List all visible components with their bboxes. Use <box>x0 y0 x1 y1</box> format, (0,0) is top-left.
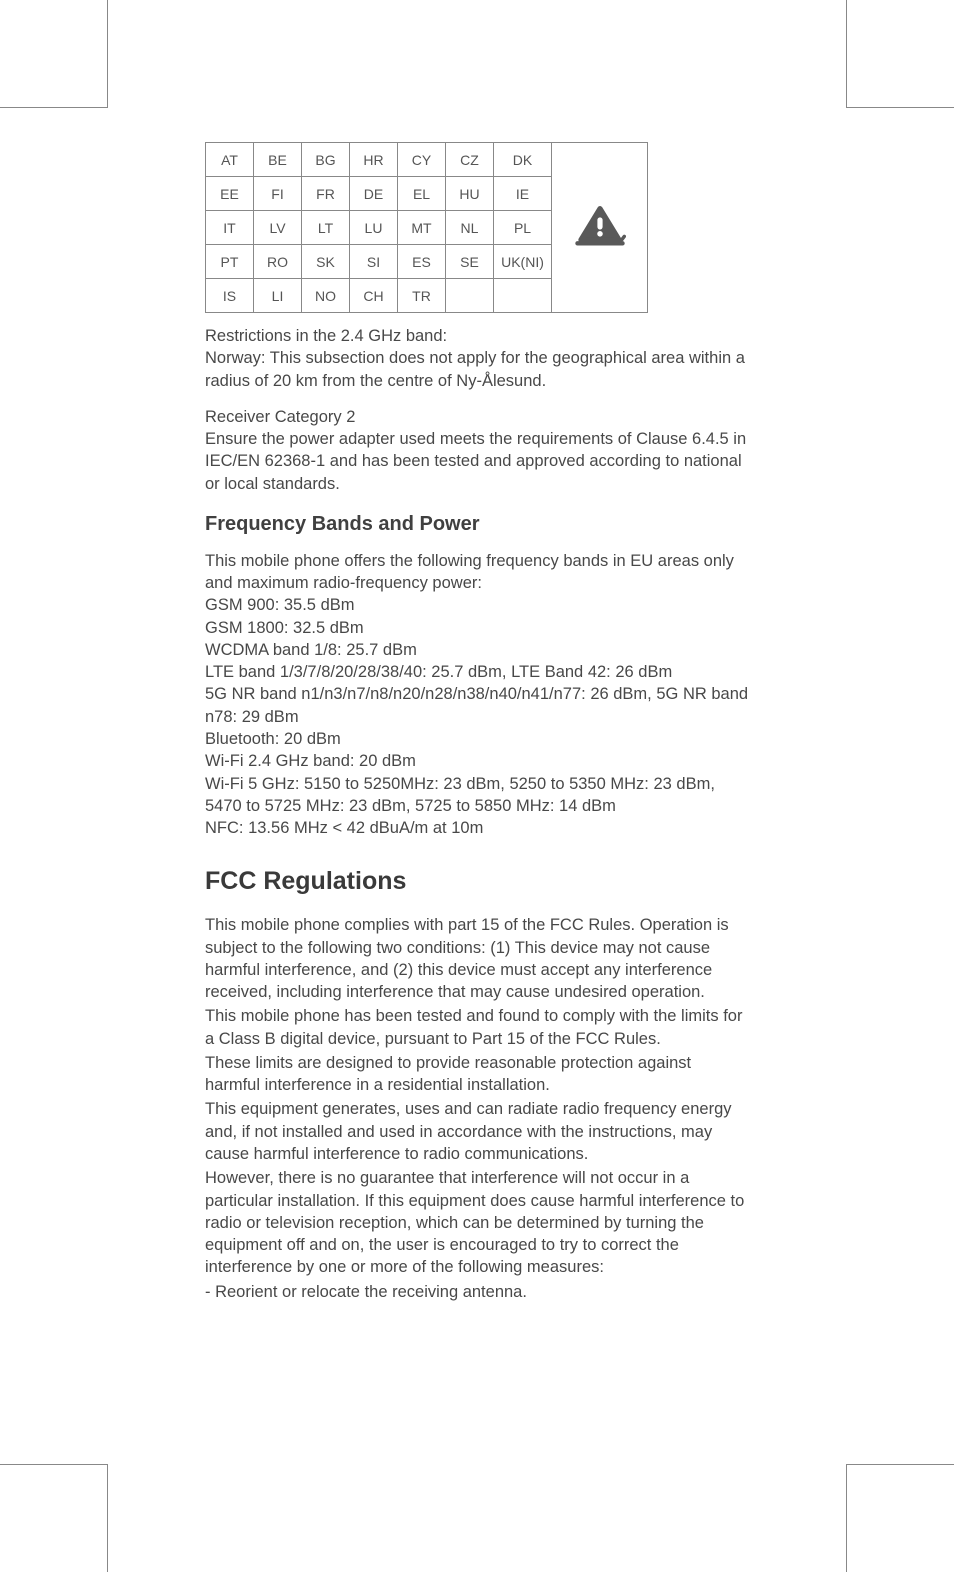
country-cell: HR <box>350 143 398 177</box>
country-cell: MT <box>398 211 446 245</box>
country-cell: PT <box>206 245 254 279</box>
freq-line: Wi-Fi 2.4 GHz band: 20 dBm <box>205 752 416 770</box>
crop-mark-bottom-left <box>0 1464 108 1572</box>
country-cell: LV <box>254 211 302 245</box>
fcc-paragraph: This mobile phone has been tested and fo… <box>205 1005 750 1050</box>
country-cell: RO <box>254 245 302 279</box>
fcc-paragraph: However, there is no guarantee that inte… <box>205 1167 750 1278</box>
freq-line: WCDMA band 1/8: 25.7 dBm <box>205 641 417 659</box>
country-cell: SK <box>302 245 350 279</box>
country-cell: SE <box>446 245 494 279</box>
freq-line: NFC: 13.56 MHz < 42 dBuA/m at 10m <box>205 819 483 837</box>
crop-mark-top-right <box>846 0 954 108</box>
country-cell: DE <box>350 177 398 211</box>
frequency-heading: Frequency Bands and Power <box>205 513 750 536</box>
table-row: AT BE BG HR CY CZ DK <box>206 143 648 177</box>
restrictions-paragraph: Restrictions in the 2.4 GHz band: Norway… <box>205 325 750 392</box>
country-cell <box>446 279 494 313</box>
crop-mark-bottom-right <box>846 1464 954 1572</box>
freq-line: LTE band 1/3/7/8/20/28/38/40: 25.7 dBm, … <box>205 663 672 681</box>
freq-line: Bluetooth: 20 dBm <box>205 730 341 748</box>
freq-line: GSM 900: 35.5 dBm <box>205 596 355 614</box>
country-cell: IT <box>206 211 254 245</box>
restrictions-heading: Restrictions in the 2.4 GHz band: <box>205 327 447 345</box>
country-cell: BG <box>302 143 350 177</box>
country-cell: CZ <box>446 143 494 177</box>
frequency-block: This mobile phone offers the following f… <box>205 550 750 839</box>
country-cell: LU <box>350 211 398 245</box>
freq-line: 5G NR band n1/n3/n7/n8/n20/n28/n38/n40/n… <box>205 685 748 725</box>
fcc-heading: FCC Regulations <box>205 867 750 896</box>
receiver-text: Ensure the power adapter used meets the … <box>205 430 746 493</box>
country-cell: ES <box>398 245 446 279</box>
country-cell <box>494 279 552 313</box>
country-cell: CY <box>398 143 446 177</box>
country-cell: IE <box>494 177 552 211</box>
country-cell: NL <box>446 211 494 245</box>
country-cell: DK <box>494 143 552 177</box>
restrictions-norway-text: Norway: This subsection does not apply f… <box>205 349 745 389</box>
country-cell: HU <box>446 177 494 211</box>
country-cell: CH <box>350 279 398 313</box>
country-cell: LI <box>254 279 302 313</box>
country-cell: NO <box>302 279 350 313</box>
country-cell: TR <box>398 279 446 313</box>
warning-icon <box>574 205 626 247</box>
fcc-paragraph: This equipment generates, uses and can r… <box>205 1098 750 1165</box>
country-cell: FI <box>254 177 302 211</box>
freq-line: GSM 1800: 32.5 dBm <box>205 619 364 637</box>
country-cell: LT <box>302 211 350 245</box>
fcc-paragraph: These limits are designed to provide rea… <box>205 1052 750 1097</box>
crop-mark-top-left <box>0 0 108 108</box>
fcc-bullet: - Reorient or relocate the receiving ant… <box>205 1281 750 1303</box>
country-cell: EL <box>398 177 446 211</box>
receiver-paragraph: Receiver Category 2 Ensure the power ada… <box>205 406 750 495</box>
country-cell: EE <box>206 177 254 211</box>
country-cell: IS <box>206 279 254 313</box>
fcc-paragraph: This mobile phone complies with part 15 … <box>205 914 750 1003</box>
country-cell: SI <box>350 245 398 279</box>
country-cell: UK(NI) <box>494 245 552 279</box>
receiver-heading: Receiver Category 2 <box>205 408 355 426</box>
freq-intro: This mobile phone offers the following f… <box>205 552 734 592</box>
country-cell: PL <box>494 211 552 245</box>
freq-line: Wi-Fi 5 GHz: 5150 to 5250MHz: 23 dBm, 52… <box>205 775 715 815</box>
country-cell: BE <box>254 143 302 177</box>
country-table-container: AT BE BG HR CY CZ DK EE <box>205 142 750 313</box>
page-content: AT BE BG HR CY CZ DK EE <box>205 142 750 1303</box>
country-cell: FR <box>302 177 350 211</box>
country-cell: AT <box>206 143 254 177</box>
country-codes-table: AT BE BG HR CY CZ DK EE <box>205 142 648 313</box>
warning-icon-cell <box>552 143 648 313</box>
